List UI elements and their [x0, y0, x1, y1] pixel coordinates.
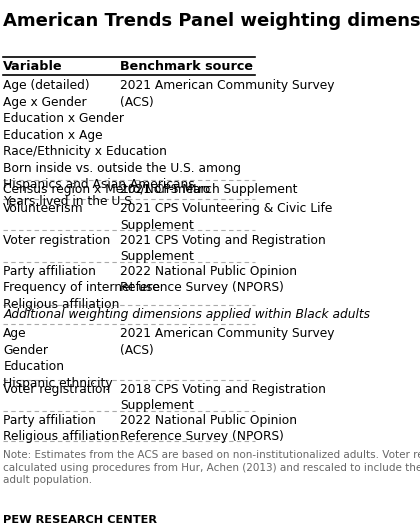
- Text: Age (detailed)
Age x Gender
Education x Gender
Education x Age
Race/Ethnicity x : Age (detailed) Age x Gender Education x …: [3, 79, 242, 208]
- Text: 2021 CPS Volunteering & Civic Life
Supplement: 2021 CPS Volunteering & Civic Life Suppl…: [120, 202, 333, 232]
- Text: Voter registration: Voter registration: [3, 383, 110, 396]
- Text: Benchmark source: Benchmark source: [120, 60, 253, 73]
- Text: PEW RESEARCH CENTER: PEW RESEARCH CENTER: [3, 515, 158, 525]
- Text: Age
Gender
Education
Hispanic ethnicity: Age Gender Education Hispanic ethnicity: [3, 327, 113, 390]
- Text: Party affiliation
Frequency of internet use
Religious affiliation: Party affiliation Frequency of internet …: [3, 265, 160, 311]
- Text: Volunteerism: Volunteerism: [3, 202, 84, 215]
- Text: Note: Estimates from the ACS are based on non-institutionalized adults. Voter re: Note: Estimates from the ACS are based o…: [3, 450, 420, 485]
- Text: 2021 CPS March Supplement: 2021 CPS March Supplement: [120, 184, 298, 196]
- Text: 2018 CPS Voting and Registration
Supplement: 2018 CPS Voting and Registration Supplem…: [120, 383, 326, 412]
- Text: Additional weighting dimensions applied within Black adults: Additional weighting dimensions applied …: [3, 308, 370, 321]
- Text: Variable: Variable: [3, 60, 63, 73]
- Text: 2021 American Community Survey
(ACS): 2021 American Community Survey (ACS): [120, 327, 335, 357]
- Text: 2022 National Public Opinion
Reference Survey (NPORS): 2022 National Public Opinion Reference S…: [120, 414, 297, 443]
- Text: Census region x Metro/Non-metro: Census region x Metro/Non-metro: [3, 184, 211, 196]
- Text: American Trends Panel weighting dimensions: American Trends Panel weighting dimensio…: [3, 12, 420, 30]
- Text: Party affiliation
Religious affiliation: Party affiliation Religious affiliation: [3, 414, 120, 443]
- Text: 2022 National Public Opinion
Reference Survey (NPORS): 2022 National Public Opinion Reference S…: [120, 265, 297, 294]
- Text: Voter registration: Voter registration: [3, 234, 110, 247]
- Text: 2021 American Community Survey
(ACS): 2021 American Community Survey (ACS): [120, 79, 335, 109]
- Text: 2021 CPS Voting and Registration
Supplement: 2021 CPS Voting and Registration Supplem…: [120, 234, 326, 263]
